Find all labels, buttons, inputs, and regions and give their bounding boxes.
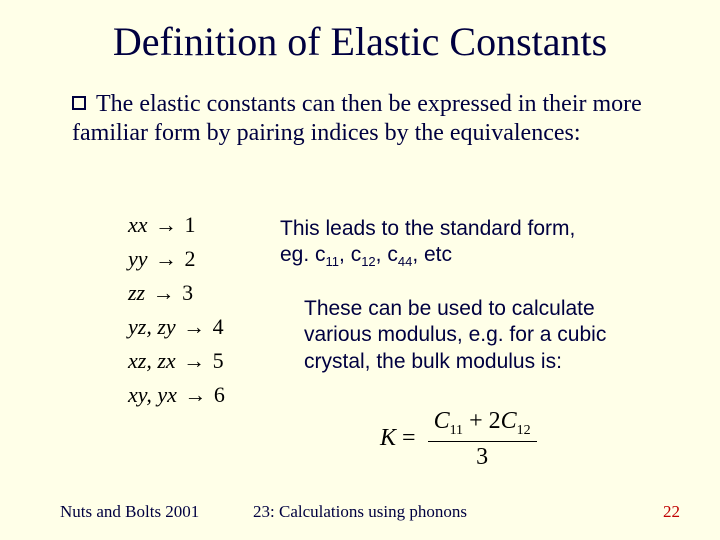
body-text-content: The elastic constants can then be expres… [72, 91, 642, 146]
standard-form-text: This leads to the standard form, eg. c11… [280, 216, 640, 271]
slide-title: Definition of Elastic Constants [0, 18, 720, 65]
equivalence-list: xx → 1 yy → 2 zz → 3 yz, zy → 4 xz, zx →… [128, 208, 225, 413]
footer-center: 23: Calculations using phonons [0, 502, 720, 522]
list-item: xz, zx → 5 [128, 344, 225, 378]
list-item: yy → 2 [128, 242, 225, 276]
list-item: zz → 3 [128, 276, 225, 310]
bulk-modulus-formula: K = C11 + 2C12 3 [380, 408, 537, 471]
list-item: xy, yx → 6 [128, 378, 225, 412]
page-number: 22 [663, 502, 680, 522]
slide: Definition of Elastic Constants The elas… [0, 0, 720, 540]
bullet-icon [72, 96, 86, 110]
body-paragraph: The elastic constants can then be expres… [72, 90, 662, 149]
list-item: xx → 1 [128, 208, 225, 242]
modulus-text: These can be used to calculate various m… [304, 296, 644, 375]
list-item: yz, zy → 4 [128, 310, 225, 344]
